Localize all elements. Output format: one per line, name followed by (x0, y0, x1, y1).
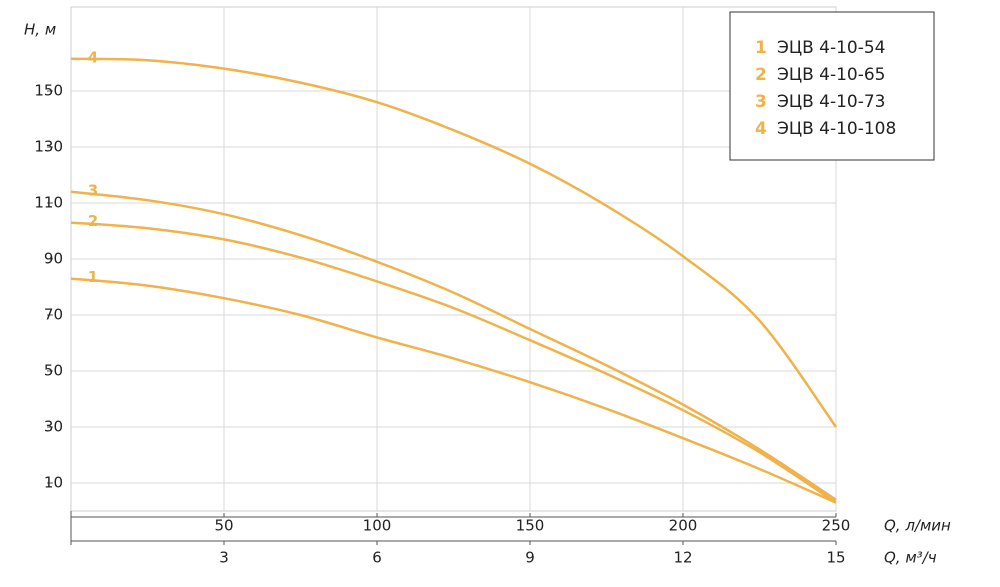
x-tick-label: 200 (669, 517, 698, 535)
x-tick-label: 100 (363, 517, 392, 535)
curve (70, 277, 837, 504)
legend-number: 3 (755, 92, 767, 112)
y-tick-label: 110 (34, 194, 63, 212)
legend-number: 2 (755, 65, 767, 85)
curve-label: 1 (88, 268, 98, 286)
curve-label: 4 (88, 48, 98, 66)
curve-label: 2 (88, 212, 98, 230)
x2-tick-label: 15 (826, 549, 845, 567)
x2-tick-label: 9 (525, 549, 535, 567)
x2-tick-label: 3 (219, 549, 229, 567)
y-tick-label: 70 (44, 306, 63, 324)
legend-number: 1 (755, 38, 767, 58)
y-tick-label: 30 (44, 418, 63, 436)
y-tick-label: 50 (44, 362, 63, 380)
curve (70, 190, 837, 501)
curve (70, 221, 837, 504)
x-tick-label: 250 (822, 517, 851, 535)
legend-label: ЭЦВ 4-10-108 (777, 119, 896, 139)
y-tick-label: 10 (44, 474, 63, 492)
x-axis-label: Q, л/мин (884, 517, 951, 535)
y-tick-label: 150 (34, 82, 63, 100)
y-tick-label: 90 (44, 250, 63, 268)
legend-label: ЭЦВ 4-10-65 (777, 65, 885, 85)
curve-label: 3 (88, 181, 98, 199)
y-tick-label: 130 (34, 138, 63, 156)
y-axis-label: H, м (24, 21, 56, 39)
x-tick-label: 50 (214, 517, 233, 535)
legend-number: 4 (755, 119, 767, 139)
x2-tick-label: 6 (372, 549, 382, 567)
x2-tick-label: 12 (673, 549, 692, 567)
x-tick-label: 150 (516, 517, 545, 535)
legend-label: ЭЦВ 4-10-54 (777, 38, 885, 58)
curve (70, 57, 838, 428)
x2-axis-label: Q, м³/ч (884, 549, 937, 567)
legend-box (729, 11, 935, 161)
legend-label: ЭЦВ 4-10-73 (777, 92, 885, 112)
